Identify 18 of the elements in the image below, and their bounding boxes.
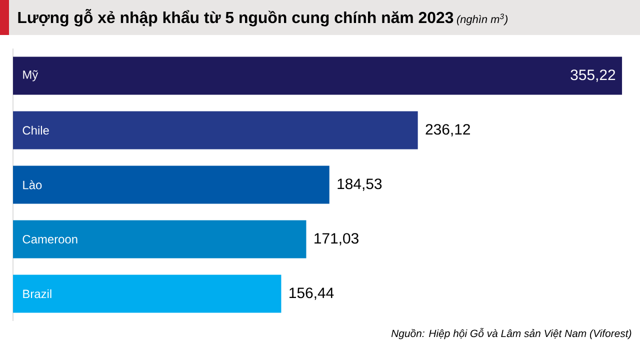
data-label: 236,12 — [426, 124, 470, 136]
y-tick-label: Mỹ — [23, 70, 38, 82]
bar — [13, 111, 418, 150]
chart-subtitle: (nghìn m$^{3}$) — [456, 14, 508, 26]
text: Nguồn: Hiệp hội Gỗ và Lâm sản Việt Nam (Viforest) — [391, 328, 632, 340]
data-label: 184,53 — [338, 178, 382, 191]
chart-title: Lượng gỗ xẻ nhập khẩu từ 5 nguồn cung chính năm 2023 — [18, 8, 454, 26]
y-tick-label: Brazil — [23, 289, 52, 298]
bar — [13, 56, 622, 95]
data-label: 171,03 — [314, 233, 358, 246]
bar — [13, 166, 330, 204]
data-label: 156,44 — [290, 288, 334, 300]
data-label: 355,22 — [570, 70, 616, 82]
bar — [13, 274, 282, 313]
y-tick-label: Lào — [23, 180, 42, 190]
bar — [13, 220, 306, 258]
y-tick-label: Chile — [22, 126, 49, 135]
y-tick-label: Cameroon — [22, 235, 78, 244]
